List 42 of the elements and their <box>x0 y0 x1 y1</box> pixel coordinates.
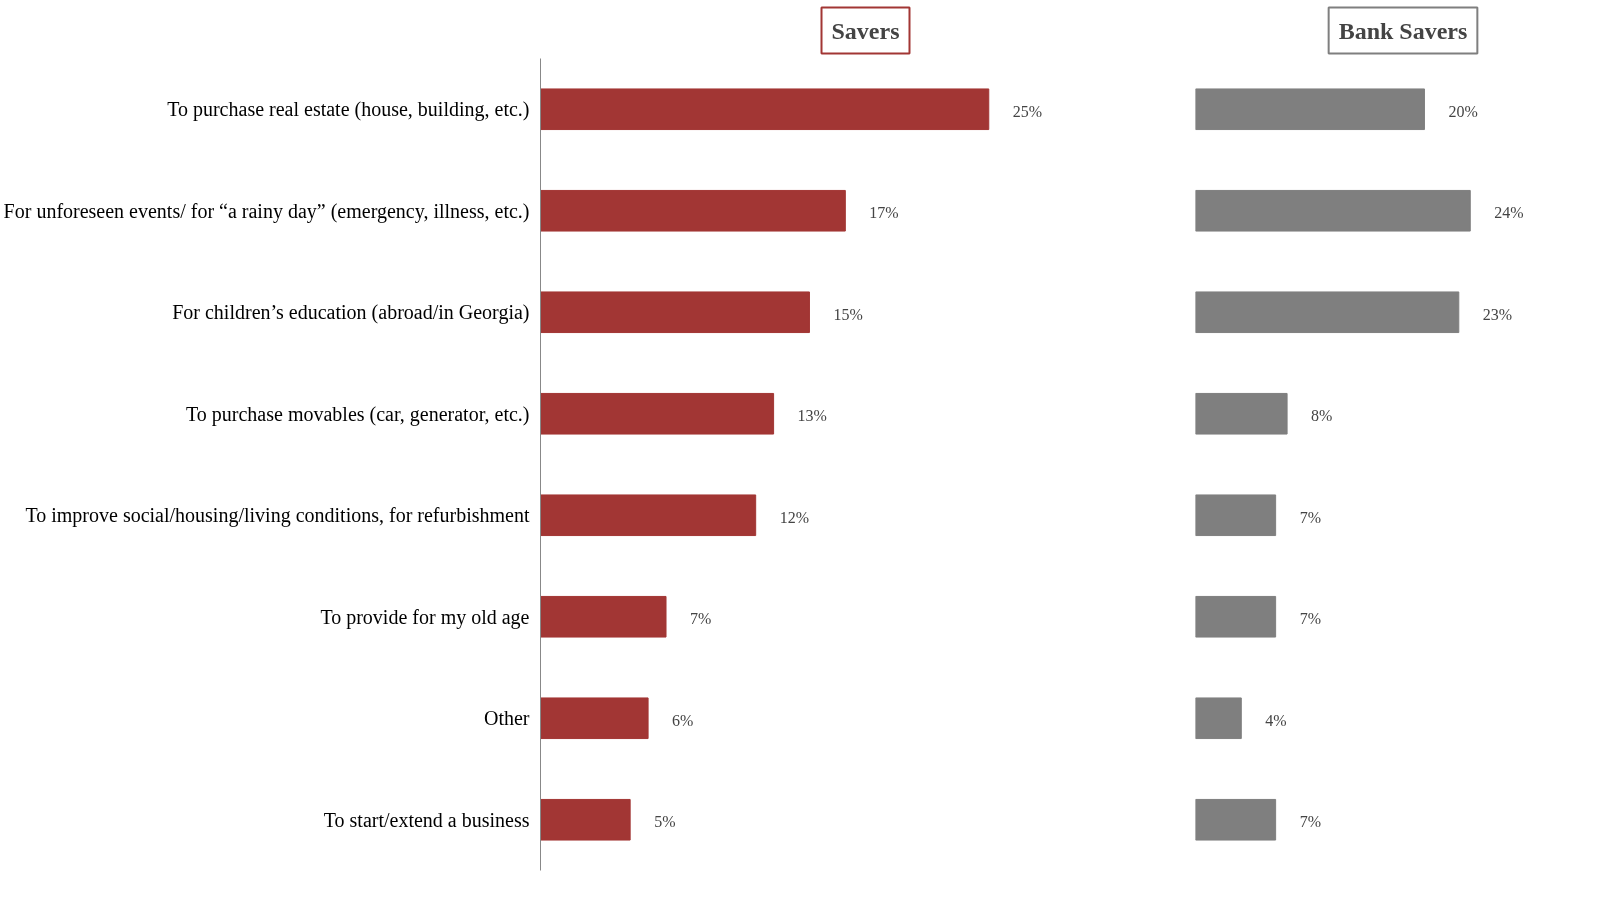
y-tick-label: To start/extend a business <box>323 808 530 831</box>
bar <box>1195 798 1277 841</box>
y-tick-label: Other <box>483 707 530 730</box>
bar <box>1195 392 1288 435</box>
bar <box>540 189 846 232</box>
y-tick-label: To improve social/housing/living conditions, for refurbishment <box>25 504 530 528</box>
y-tick-label: To provide for my old age <box>320 605 530 629</box>
bar <box>1195 697 1242 740</box>
bar <box>1195 189 1471 232</box>
chart-title: Bank Savers <box>1338 17 1468 44</box>
data-label: 12% <box>779 508 809 526</box>
bar <box>540 798 631 841</box>
data-label: 7% <box>1299 813 1321 831</box>
data-label: 24% <box>1494 204 1524 222</box>
y-tick-label: To purchase real estate (house, building, etc.) <box>167 98 530 122</box>
data-label: 15% <box>833 305 863 323</box>
bar <box>540 697 649 740</box>
bar <box>1195 291 1460 334</box>
bar <box>540 595 667 638</box>
data-label: 7% <box>1299 610 1321 628</box>
y-tick-label: To purchase movables (car, generator, etc.) <box>186 402 530 426</box>
bar <box>540 88 990 131</box>
data-label: 17% <box>869 204 899 222</box>
bar <box>540 392 775 435</box>
data-label: 5% <box>654 813 676 831</box>
data-label: 7% <box>690 610 712 628</box>
bar <box>1195 494 1277 537</box>
data-label: 7% <box>1299 508 1321 526</box>
data-label: 23% <box>1482 305 1513 323</box>
data-label: 20% <box>1448 102 1478 120</box>
data-label: 6% <box>672 711 694 729</box>
bar <box>1195 595 1277 638</box>
data-label: 4% <box>1265 711 1287 729</box>
bar <box>540 291 810 334</box>
data-label: 25% <box>1012 102 1043 120</box>
data-label: 13% <box>797 407 827 425</box>
data-label: 8% <box>1311 407 1333 425</box>
bar <box>1195 88 1425 131</box>
chart-title: Savers <box>831 17 900 44</box>
bar <box>540 494 757 537</box>
y-tick-label: For children’s education (abroad/in Georgia) <box>172 301 530 325</box>
y-tick-label: For unforeseen events/ for “a rainy day” (emergency, illness, etc.) <box>3 199 530 223</box>
